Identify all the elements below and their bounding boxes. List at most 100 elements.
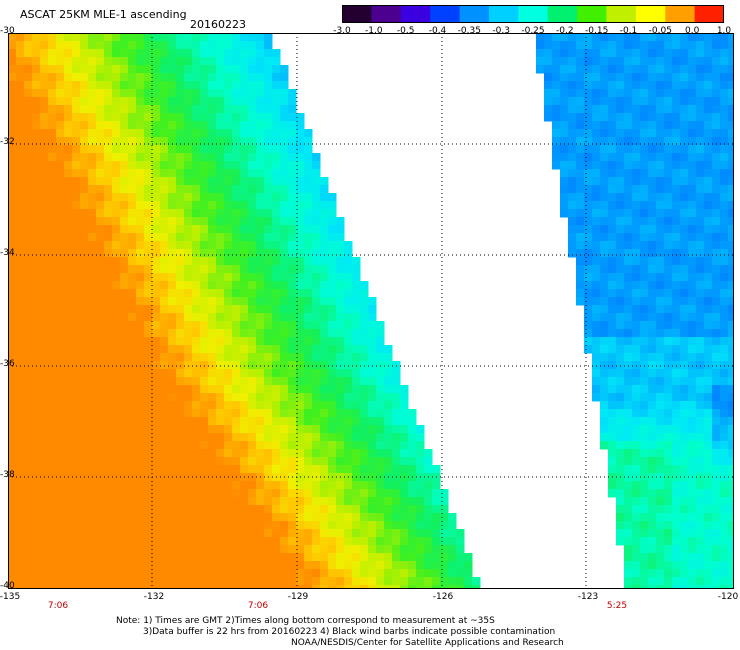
- wind-cell: [168, 425, 177, 434]
- wind-cell: [216, 225, 225, 234]
- wind-cell: [112, 553, 121, 562]
- wind-cell: [312, 409, 321, 418]
- wind-cell: [288, 417, 297, 426]
- wind-cell: [576, 89, 585, 98]
- wind-cell: [120, 369, 129, 378]
- wind-cell: [224, 281, 233, 290]
- wind-cell: [368, 441, 377, 450]
- wind-cell: [208, 241, 217, 250]
- wind-cell: [216, 513, 225, 522]
- wind-cell: [648, 257, 657, 266]
- wind-cell: [720, 321, 729, 330]
- wind-cell: [152, 89, 161, 98]
- wind-cell: [368, 297, 377, 306]
- wind-cell: [112, 33, 121, 42]
- wind-cell: [24, 561, 33, 570]
- wind-cell: [584, 225, 593, 234]
- wind-cell: [144, 545, 153, 554]
- colorbar-segment: [342, 5, 372, 23]
- wind-cell: [656, 217, 665, 226]
- wind-cell: [656, 121, 665, 130]
- wind-cell: [584, 137, 593, 146]
- wind-cell: [208, 305, 217, 314]
- wind-cell: [16, 329, 25, 338]
- wind-cell: [664, 49, 673, 58]
- wind-cell: [712, 449, 721, 458]
- wind-cell: [96, 449, 105, 458]
- wind-cell: [560, 209, 569, 218]
- wind-cell: [96, 401, 105, 410]
- wind-cell: [632, 521, 641, 530]
- wind-cell: [632, 289, 641, 298]
- wind-cell: [728, 361, 734, 370]
- wind-cell: [272, 513, 281, 522]
- wind-cell: [584, 73, 593, 82]
- wind-cell: [64, 305, 73, 314]
- wind-cell: [56, 585, 65, 589]
- wind-cell: [56, 145, 65, 154]
- wind-cell: [408, 513, 417, 522]
- wind-cell: [80, 153, 89, 162]
- wind-cell: [640, 545, 649, 554]
- wind-cell: [688, 81, 697, 90]
- wind-cell: [656, 361, 665, 370]
- wind-cell: [176, 377, 185, 386]
- wind-cell: [720, 281, 729, 290]
- wind-cell: [192, 481, 201, 490]
- wind-cell: [552, 161, 561, 170]
- wind-cell: [608, 337, 617, 346]
- wind-cell: [664, 161, 673, 170]
- wind-cell: [296, 337, 305, 346]
- wind-cell: [648, 89, 657, 98]
- wind-cell: [176, 441, 185, 450]
- wind-cell: [696, 161, 705, 170]
- wind-cell: [288, 225, 297, 234]
- wind-cell: [360, 537, 369, 546]
- wind-cell: [688, 145, 697, 154]
- wind-cell: [400, 569, 409, 578]
- wind-cell: [576, 73, 585, 82]
- wind-cell: [584, 105, 593, 114]
- wind-cell: [208, 281, 217, 290]
- wind-cell: [232, 81, 241, 90]
- wind-cell: [640, 505, 649, 514]
- wind-cell: [112, 57, 121, 66]
- wind-cell: [128, 385, 137, 394]
- wind-cell: [576, 65, 585, 74]
- wind-cell: [64, 225, 73, 234]
- wind-cell: [88, 489, 97, 498]
- wind-cell: [88, 433, 97, 442]
- wind-cell: [88, 465, 97, 474]
- wind-cell: [616, 289, 625, 298]
- wind-cell: [616, 369, 625, 378]
- wind-cell: [344, 457, 353, 466]
- wind-cell: [632, 209, 641, 218]
- wind-cell: [280, 113, 289, 122]
- wind-cell: [120, 137, 129, 146]
- wind-cell: [320, 433, 329, 442]
- wind-cell: [624, 81, 633, 90]
- wind-cell: [24, 273, 33, 282]
- wind-cell: [200, 89, 209, 98]
- wind-cell: [624, 529, 633, 538]
- wind-cell: [712, 353, 721, 362]
- wind-cell: [112, 585, 121, 589]
- wind-cell: [192, 449, 201, 458]
- wind-cell: [664, 537, 673, 546]
- wind-cell: [600, 297, 609, 306]
- wind-cell: [64, 217, 73, 226]
- wind-cell: [680, 97, 689, 106]
- wind-cell: [24, 233, 33, 242]
- wind-cell: [272, 401, 281, 410]
- wind-cell: [616, 329, 625, 338]
- wind-cell: [72, 49, 81, 58]
- wind-cell: [712, 361, 721, 370]
- wind-cell: [64, 441, 73, 450]
- wind-cell: [80, 137, 89, 146]
- wind-cell: [248, 73, 257, 82]
- wind-cell: [224, 577, 233, 586]
- wind-cell: [280, 289, 289, 298]
- wind-cell: [432, 513, 441, 522]
- wind-cell: [16, 33, 25, 42]
- wind-cell: [672, 145, 681, 154]
